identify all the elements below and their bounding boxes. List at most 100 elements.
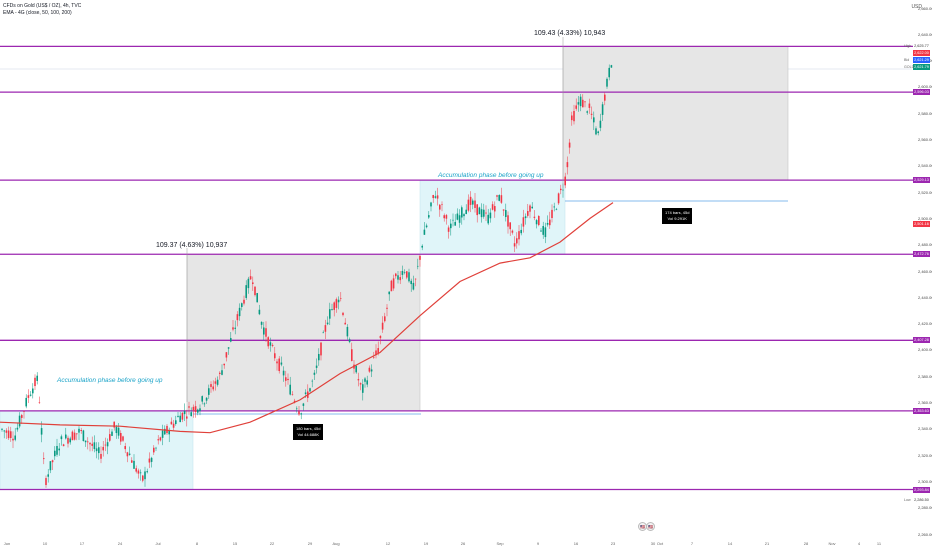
candle-body [247, 278, 250, 289]
candle-body [120, 433, 122, 442]
candle-body [227, 347, 230, 349]
candle-body [150, 457, 153, 462]
candle-body [516, 238, 518, 244]
candle-body [161, 430, 164, 438]
range-info-bars: 174 bars, 45d [665, 210, 690, 215]
candle-body [542, 226, 544, 235]
candle-body [159, 437, 162, 441]
candle-body [377, 348, 379, 354]
candle-body [359, 383, 362, 385]
candle-body [80, 429, 82, 432]
candle-body [601, 104, 604, 115]
candle-body [531, 206, 533, 209]
candle-body [524, 216, 527, 219]
x-tick-label: 22 [269, 541, 275, 546]
candle-body [62, 444, 65, 447]
candle-body [225, 352, 228, 358]
level-price-tag: 2,596.03 [913, 89, 930, 96]
candle-body [428, 215, 430, 218]
x-tick-label: Aug [332, 541, 340, 546]
measure-label-1: 109.37 (4.63%) 10,937 [156, 242, 228, 249]
level-price-tag: 2,407.28 [913, 337, 930, 344]
candle-body [478, 207, 481, 215]
candle-body [472, 200, 474, 205]
candle-body [205, 397, 208, 401]
candle-body [76, 433, 78, 435]
candle-body [32, 388, 34, 394]
candle-body [197, 409, 199, 413]
candle-body [67, 437, 69, 444]
candle-body [153, 447, 155, 453]
candle-body [496, 195, 498, 197]
candle-body [109, 434, 111, 441]
candle-body [122, 436, 124, 441]
candle-body [210, 384, 212, 387]
candle-body [606, 78, 608, 87]
candle-body [296, 408, 298, 410]
candle-body [447, 227, 450, 232]
x-tick-label: Jul [155, 541, 161, 546]
candle-body [271, 344, 274, 346]
candle-body [540, 230, 542, 232]
candle-body [412, 282, 415, 290]
candle-body [344, 322, 346, 325]
candle-body [441, 204, 443, 206]
candle-body [131, 460, 133, 463]
candle-body [34, 377, 36, 387]
candle-body [223, 363, 225, 366]
candle-body [507, 215, 509, 227]
candle-body [249, 276, 252, 280]
y-tick-label: 2,460.00 [918, 268, 932, 274]
candle-body [175, 420, 177, 425]
candle-body [91, 443, 93, 446]
candle-body [498, 195, 500, 201]
candle-body [289, 384, 291, 395]
candle-body [93, 442, 96, 450]
candle-body [104, 444, 107, 446]
y-tick-label: 2,340.00 [918, 426, 932, 432]
price-tag-caption: GOLD [904, 65, 915, 69]
candle-body [14, 435, 16, 440]
candle-body [148, 458, 151, 463]
candle-body [142, 475, 144, 481]
candle-body [256, 293, 258, 303]
candle-body [58, 448, 60, 451]
us-flag-icon[interactable]: 🇺🇸 [646, 522, 655, 531]
candle-body [236, 314, 239, 321]
candle-body [280, 362, 283, 365]
candle-body [553, 206, 555, 208]
candle-body [432, 195, 434, 199]
candle-body [513, 243, 516, 247]
y-tick-label: 2,500.00 [918, 215, 932, 221]
candle-body [170, 421, 173, 425]
candle-body [417, 265, 419, 267]
level-price-tag: 2,472.76 [913, 251, 930, 258]
y-tick-label: 2,360.00 [918, 400, 932, 405]
accumulation-zone-2 [419, 179, 566, 255]
candle-body [181, 412, 184, 420]
candle-body [575, 105, 577, 109]
candle-body [128, 453, 131, 455]
x-tick-label: 26 [460, 541, 466, 546]
candle-body [474, 200, 476, 208]
candle-body [392, 278, 395, 289]
candle-body [216, 379, 219, 385]
candle-body [78, 428, 80, 433]
candle-body [505, 210, 507, 218]
candle-body [137, 470, 140, 474]
candle-body [276, 361, 278, 364]
range-info-bars: 180 bars, 45d [296, 426, 321, 431]
candle-body [379, 335, 382, 339]
y-tick-label: 2,300.00 [918, 478, 932, 484]
candle-body [135, 468, 137, 472]
candle-body [322, 332, 324, 334]
range-info-vol: Vol 9.291K [667, 216, 687, 221]
candle-body [71, 431, 74, 441]
candle-body [21, 415, 23, 418]
price-tag: 2,621.29 [913, 57, 930, 63]
x-tick-label: Nov [828, 541, 836, 546]
candle-body [502, 209, 505, 211]
candle-body [214, 381, 217, 384]
